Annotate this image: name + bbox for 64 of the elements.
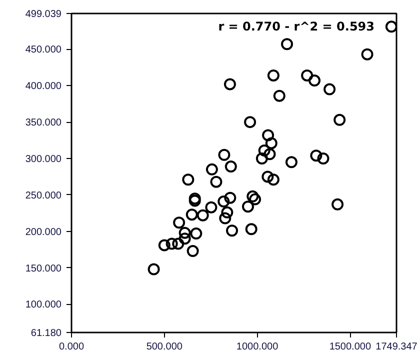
y-tick-label: 400.000 — [25, 81, 62, 92]
point — [218, 196, 230, 208]
x-tick-label: 1500.000 — [329, 342, 372, 352]
x-tick-label: 1749.347 — [376, 342, 418, 352]
point — [262, 129, 274, 142]
point — [256, 152, 268, 164]
point — [273, 90, 286, 102]
y-tick-label: 150.000 — [25, 263, 62, 274]
y-tick-label: 100.000 — [25, 300, 62, 311]
point — [334, 114, 346, 126]
point — [246, 190, 259, 202]
point — [244, 116, 256, 128]
point — [166, 238, 178, 250]
annotation: r = 0.770 - r^2 = 0.593 — [218, 20, 374, 34]
point — [242, 200, 254, 213]
point — [148, 263, 160, 276]
point — [265, 137, 278, 150]
point — [267, 69, 280, 82]
point — [308, 74, 321, 87]
point — [221, 206, 234, 218]
point — [264, 148, 276, 160]
point — [224, 78, 236, 90]
point — [258, 144, 270, 156]
y-tick-label: 61.180 — [30, 328, 62, 339]
point — [245, 223, 258, 236]
point — [267, 174, 280, 186]
point — [224, 160, 237, 173]
point — [186, 208, 198, 221]
point — [178, 226, 191, 239]
point — [332, 198, 344, 210]
point — [361, 48, 374, 60]
point — [301, 69, 314, 82]
point — [182, 174, 194, 186]
x-tick-label: 0.000 — [58, 342, 84, 352]
point — [210, 176, 222, 188]
point — [173, 216, 186, 229]
point — [205, 201, 218, 214]
point — [186, 245, 199, 258]
y-tick-label: 200.000 — [25, 226, 62, 238]
point — [218, 148, 230, 161]
point — [249, 193, 262, 206]
point — [172, 238, 184, 250]
x-tick-label: 1000.000 — [236, 342, 279, 352]
point — [262, 170, 274, 183]
point — [226, 224, 238, 237]
y-tick-label: 450.000 — [25, 44, 62, 56]
point — [158, 239, 170, 252]
y-tick-label: 350.000 — [25, 118, 62, 129]
point — [196, 209, 209, 222]
point — [178, 232, 191, 245]
point — [281, 38, 294, 50]
point — [324, 83, 336, 96]
point — [310, 150, 322, 162]
y-tick-label: 499.039 — [25, 9, 62, 20]
point — [219, 212, 232, 224]
y-tick-label: 250.000 — [25, 190, 62, 202]
y-tick-label: 300.000 — [25, 154, 62, 166]
point — [285, 156, 298, 168]
point — [385, 20, 396, 33]
point — [317, 152, 330, 164]
x-tick-label: 500.000 — [146, 342, 183, 352]
point — [224, 192, 236, 204]
point — [206, 163, 218, 176]
point — [190, 228, 202, 240]
